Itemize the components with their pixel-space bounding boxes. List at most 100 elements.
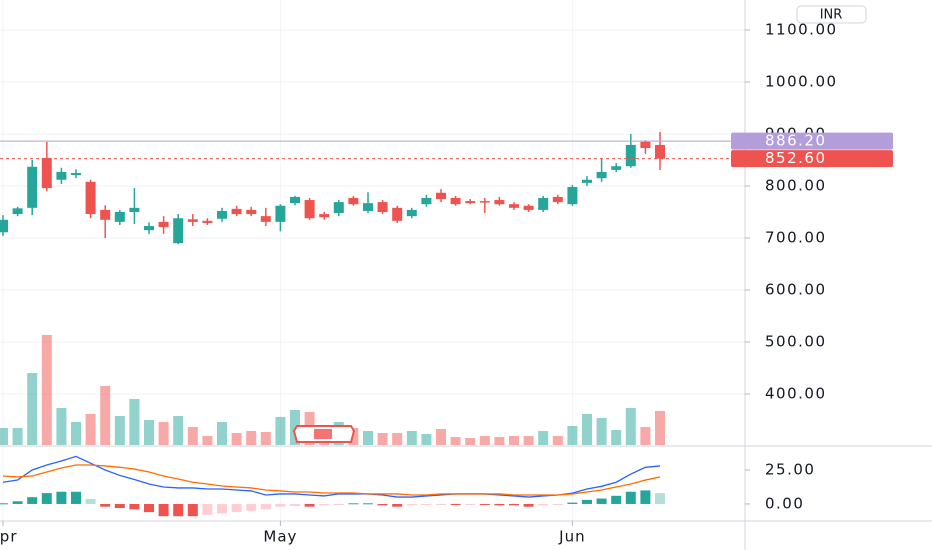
candle-body (552, 196, 563, 203)
volume-bar (129, 399, 140, 445)
candle-body (509, 204, 519, 208)
candle-body (173, 218, 184, 244)
histogram-bar (479, 503, 490, 505)
histogram-bar (114, 503, 125, 509)
histogram-bar (567, 502, 578, 504)
candle-body (129, 207, 140, 212)
price-label-box (731, 132, 893, 150)
histogram-bar (71, 491, 81, 504)
candle-body (319, 214, 330, 218)
volume-bar (406, 431, 417, 445)
candle-body (640, 141, 651, 149)
histogram-bar (655, 493, 665, 504)
candle-body (392, 207, 403, 221)
volume-bar (567, 426, 578, 445)
histogram-bar (509, 503, 519, 506)
candle-body (231, 208, 242, 215)
histogram-bar (319, 503, 330, 506)
candle-body (260, 216, 271, 222)
candle-body (85, 181, 96, 215)
histogram-bar (465, 503, 476, 505)
currency-badge[interactable]: INR (796, 5, 867, 24)
candle-body (655, 144, 665, 159)
volume-bar (494, 437, 505, 445)
volume-bar (596, 418, 607, 445)
histogram-bar (12, 501, 23, 504)
candle-body (625, 144, 636, 167)
histogram-bar (494, 503, 505, 506)
volume-bar (158, 422, 169, 445)
candle-body (202, 220, 213, 223)
candle-body (611, 166, 622, 170)
histogram-bar (538, 503, 549, 506)
histogram-bar (144, 503, 154, 513)
volume-bar (202, 436, 213, 445)
y-tick-label: 25.00 (765, 461, 815, 479)
volume-bar (552, 436, 563, 445)
volume-bar (436, 429, 446, 445)
histogram-bar (304, 503, 315, 507)
histogram-bar (596, 498, 607, 504)
candle-body (12, 208, 23, 215)
histogram-bar (56, 491, 67, 504)
y-tick-label: 1100.00 (765, 21, 838, 39)
y-tick-label: 500.00 (765, 332, 827, 350)
volume-bar (421, 434, 432, 445)
histogram-bar (27, 497, 38, 504)
candle-body (450, 197, 461, 205)
volume-bar (56, 408, 67, 445)
volume-bar (377, 433, 388, 445)
histogram-bar (275, 503, 286, 507)
candle-body (304, 200, 315, 219)
currency-label: INR (820, 8, 843, 23)
volume-bar (71, 422, 81, 445)
histogram-bar (611, 495, 622, 504)
volume-bar (85, 414, 96, 445)
x-tick-label: Apr (0, 528, 17, 546)
macd-line (2, 455, 661, 498)
x-tick-label: Jun (558, 528, 585, 546)
logo-badge[interactable] (292, 425, 356, 443)
price-label-box (731, 150, 893, 168)
volume-bar (187, 427, 198, 445)
candle-body (246, 209, 257, 215)
candle-body (56, 171, 67, 180)
histogram-bar (523, 503, 534, 507)
y-tick-label: 0.00 (765, 494, 804, 512)
candle-body (377, 202, 388, 212)
volume-bar (217, 422, 227, 445)
volume-bar (479, 436, 490, 445)
volume-bar (41, 335, 52, 445)
y-tick-label: 700.00 (765, 228, 827, 246)
y-tick-label: 1000.00 (765, 73, 838, 91)
histogram-bar (41, 493, 52, 504)
histogram-bar (406, 503, 417, 506)
price-label: 886.20 (765, 132, 827, 150)
volume-bar (363, 431, 373, 445)
candle-body (217, 210, 227, 219)
histogram-bar (173, 503, 184, 517)
candle-body (523, 205, 534, 210)
volume-bar (275, 417, 286, 445)
candle-body (144, 226, 154, 231)
volume-bar (173, 416, 184, 445)
candle-body (348, 197, 359, 205)
histogram-bar (363, 503, 373, 505)
histogram-bar (436, 503, 446, 505)
histogram-bar (0, 503, 8, 505)
histogram-bar (640, 490, 651, 504)
volume-bar (640, 427, 651, 445)
volume-bar (114, 416, 125, 445)
price-label: 852.60 (765, 149, 827, 167)
candle-body (41, 157, 52, 189)
histogram-bar (377, 503, 388, 506)
histogram-bar (217, 503, 227, 514)
histogram-bar (290, 503, 300, 507)
x-tick-label: May (263, 528, 297, 546)
y-tick-label: 800.00 (765, 176, 827, 194)
candle-body (290, 196, 300, 204)
volume-bar (246, 431, 257, 445)
histogram-bar (625, 491, 636, 504)
histogram-bar (231, 503, 242, 513)
